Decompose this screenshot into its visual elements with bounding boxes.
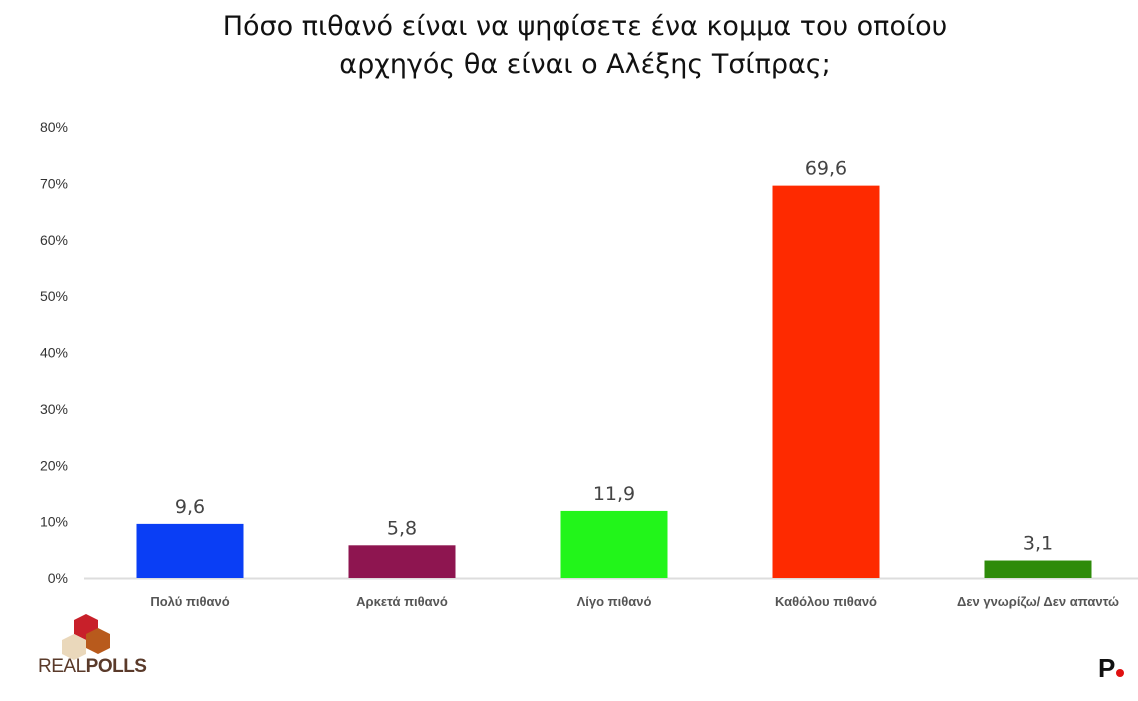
x-tick-label: Λίγο πιθανό [577, 594, 652, 609]
data-label: 11,9 [593, 483, 635, 505]
bar [984, 560, 1092, 578]
x-tick-label: Καθόλου πιθανό [775, 594, 877, 609]
y-tick-label: 70% [40, 175, 68, 191]
x-tick-label: Αρκετά πιθανό [356, 594, 448, 609]
bar [560, 510, 668, 578]
y-tick-label: 10% [40, 514, 68, 530]
bar [772, 185, 880, 578]
chart-title: Πόσο πιθανό είναι να ψηφίσετε ένα κομμα … [0, 8, 1138, 84]
red-dot-icon [1116, 669, 1125, 677]
y-tick-label: 0% [48, 570, 68, 586]
bar [348, 545, 456, 578]
bar [136, 523, 244, 578]
x-tick-label: Δεν γνωρίζω/ Δεν απαντώ [957, 594, 1119, 609]
data-label: 3,1 [1023, 533, 1053, 555]
y-tick-label: 30% [40, 401, 68, 417]
publisher-logo: P [1098, 653, 1125, 684]
x-tick-label: Πολύ πιθανό [150, 594, 229, 609]
y-tick-label: 80% [40, 119, 68, 135]
realpolls-logo-icon [62, 614, 110, 660]
y-tick-label: 20% [40, 457, 68, 473]
y-tick-label: 40% [40, 345, 68, 361]
chart-title-line-2: αρχηγός θα είναι ο Αλέξης Τσίπρας; [339, 49, 831, 80]
y-tick-label: 60% [40, 232, 68, 248]
realpolls-logo-text: REALPOLLS [38, 656, 147, 677]
data-label: 9,6 [175, 496, 205, 518]
data-label: 5,8 [387, 517, 417, 539]
y-tick-label: 50% [40, 288, 68, 304]
chart-title-line-1: Πόσο πιθανό είναι να ψηφίσετε ένα κομμα … [222, 11, 948, 42]
data-label: 69,6 [805, 158, 847, 180]
